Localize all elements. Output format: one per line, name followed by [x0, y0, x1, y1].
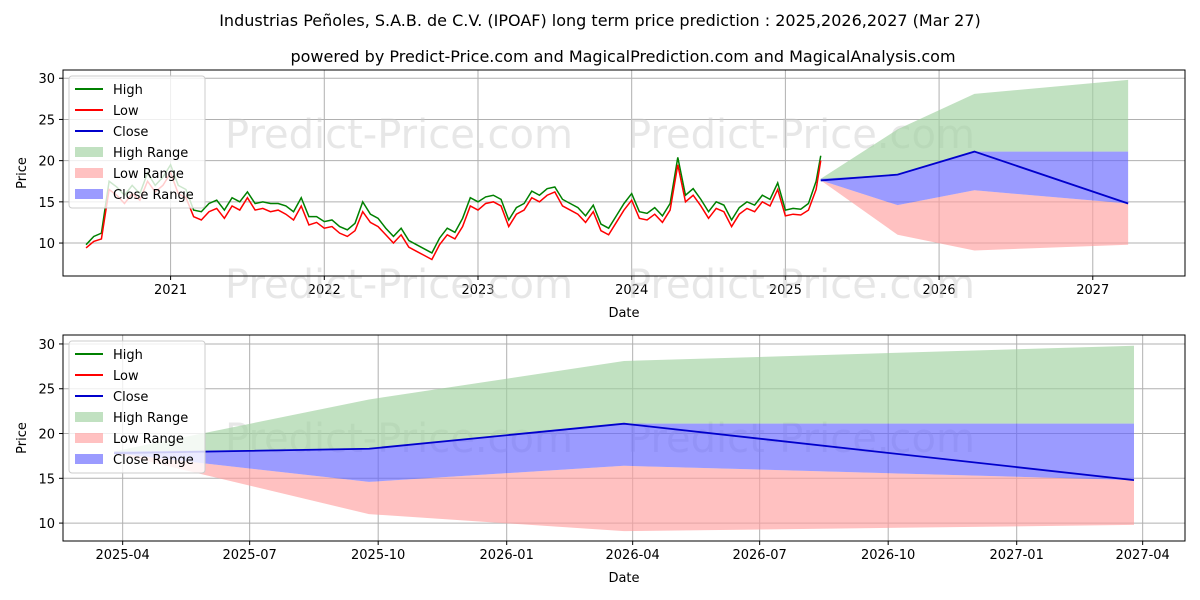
chart-panel-long-term: 2021 2022 2023 2024 2025 2026 20271015202530Pr…	[15, 69, 1186, 321]
y-axis-label: Price	[15, 157, 30, 189]
watermark-text: Predict-Price.com	[627, 262, 975, 308]
legend-label: High Range	[113, 411, 188, 426]
high-series-line	[85, 155, 822, 254]
close-range-band	[114, 423, 1134, 482]
close-range-band	[820, 151, 1129, 206]
close-series-line	[113, 422, 1135, 481]
x-tick-label: 2025-04	[96, 548, 150, 563]
legend-label: Close Range	[113, 188, 194, 203]
plot-area	[85, 79, 1129, 261]
low-range-band	[114, 453, 1134, 532]
y-tick-label: 20	[38, 155, 55, 170]
x-tick-label: 2027-04	[1116, 548, 1170, 563]
close-series-line	[820, 150, 1129, 205]
legend-swatch-patch	[75, 433, 103, 443]
legend-label: Close Range	[113, 453, 194, 468]
x-tick-label: 2023	[461, 283, 494, 298]
y-tick-label: 30	[38, 72, 55, 87]
y-tick-label: 30	[38, 338, 55, 353]
x-tick-label: 2027	[1076, 283, 1109, 298]
x-tick-label: 2027-01	[990, 548, 1044, 563]
low-series-line	[85, 160, 822, 261]
y-tick-label: 10	[38, 517, 55, 532]
y-tick-label: 15	[38, 196, 55, 211]
x-axis-label: Date	[608, 571, 639, 586]
watermark-text: Predict-Price.com	[225, 112, 573, 158]
x-tick-label: 2026-10	[861, 548, 915, 563]
legend-label: High	[113, 348, 143, 363]
legend-swatch-patch	[75, 454, 103, 464]
axes-frame	[62, 334, 1186, 542]
y-axis-label: Price	[15, 422, 30, 454]
x-tick-label: 2021	[154, 283, 187, 298]
plot-area	[113, 345, 1135, 532]
x-tick-label: 2026-07	[732, 548, 786, 563]
legend-label: Low	[113, 369, 139, 384]
legend: High Low Close High Range Low Range Close Ran…	[68, 75, 206, 209]
legend-swatch-patch	[75, 189, 103, 199]
legend-label: Close	[113, 125, 148, 140]
legend-label: High Range	[113, 146, 188, 161]
legend-swatch-patch	[75, 147, 103, 157]
x-tick-label: 2025-07	[222, 548, 276, 563]
chart-subtitle: powered by Predict-Price.com and Magical…	[290, 47, 955, 66]
legend-label: Close	[113, 390, 148, 405]
high-range-band	[114, 345, 1134, 454]
x-tick-label: 2026-01	[480, 548, 534, 563]
legend-swatch-patch	[75, 412, 103, 422]
legend-label: Low	[113, 104, 139, 119]
x-tick-label: 2026-04	[606, 548, 660, 563]
y-tick-label: 15	[38, 472, 55, 487]
y-tick-label: 20	[38, 428, 55, 443]
legend-label: High	[113, 83, 143, 98]
low-range-band	[820, 180, 1129, 251]
legend: High Low Close High Range Low Range Close Ran…	[68, 340, 206, 474]
x-axis-label: Date	[608, 306, 639, 321]
watermark-text: Predict-Price.com	[225, 262, 573, 308]
legend-label: Low Range	[113, 432, 184, 447]
y-tick-label: 10	[38, 237, 55, 252]
x-tick-label: 2022	[308, 283, 341, 298]
chart-title: Industrias Peñoles, S.A.B. de C.V. (IPOA…	[219, 11, 981, 30]
y-tick-label: 25	[38, 383, 55, 398]
y-tick-label: 25	[38, 113, 55, 128]
legend-swatch-patch	[75, 168, 103, 178]
x-tick-label: 2025	[769, 283, 802, 298]
x-tick-label: 2025-10	[351, 548, 405, 563]
x-tick-label: 2026	[923, 283, 956, 298]
legend-label: Low Range	[113, 167, 184, 182]
x-tick-label: 2024	[615, 283, 648, 298]
axes-frame	[62, 69, 1186, 277]
chart-panel-forecast-zoom: 2025-04 2025-07 2025-10 2026-01 2026-04 2026-…	[15, 334, 1186, 586]
high-range-band	[820, 79, 1129, 181]
